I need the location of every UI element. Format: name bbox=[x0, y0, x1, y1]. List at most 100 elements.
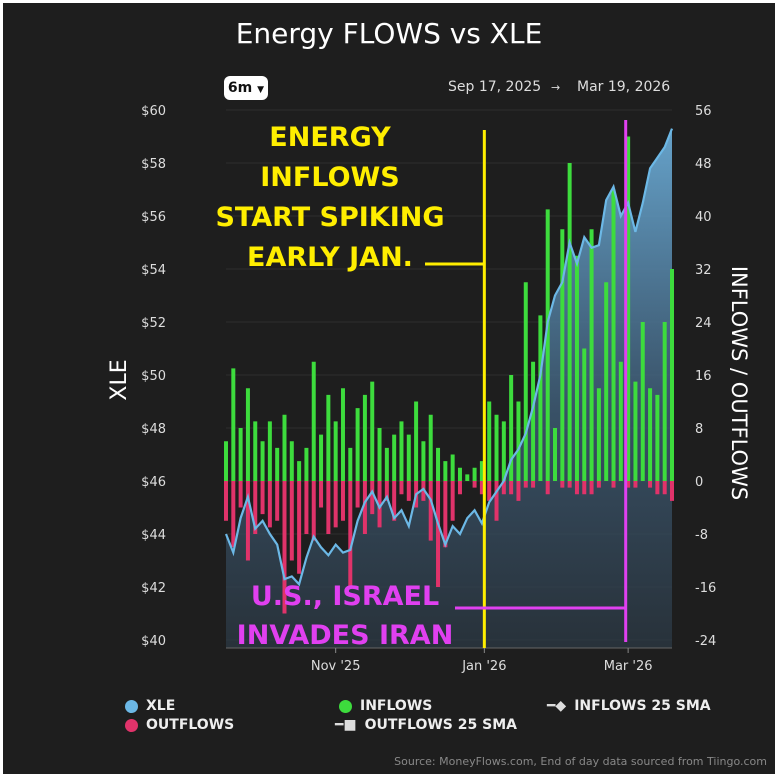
legend-inflows[interactable]: INFLOWS bbox=[339, 698, 432, 714]
right-tick-label: 56 bbox=[695, 104, 712, 119]
outflow-bar bbox=[611, 481, 616, 488]
right-tick-label: -16 bbox=[695, 581, 716, 596]
inflow-bar bbox=[428, 414, 433, 481]
outflow-bar bbox=[377, 481, 382, 528]
inflow-bar bbox=[304, 447, 309, 481]
outflow-bar bbox=[245, 481, 250, 561]
inflow-bar bbox=[362, 394, 367, 481]
inflow-bar bbox=[238, 428, 243, 481]
outflow-bar bbox=[384, 481, 389, 501]
outflow-bar bbox=[399, 481, 404, 495]
annotation-text-energy: EARLY JAN. bbox=[247, 242, 413, 273]
inflow-bar bbox=[414, 401, 419, 481]
right-tick-label: 40 bbox=[695, 210, 712, 225]
inflow-bar bbox=[670, 269, 674, 481]
square-line-icon: ━■ bbox=[335, 717, 357, 733]
left-tick-label: $46 bbox=[141, 475, 166, 490]
left-tick-label: $40 bbox=[141, 634, 166, 649]
inflow-bar bbox=[399, 421, 404, 481]
legend-label: INFLOWS bbox=[360, 698, 433, 714]
inflow-bar bbox=[604, 282, 609, 481]
inflow-bar bbox=[662, 322, 667, 481]
inflow-bar bbox=[655, 394, 660, 481]
right-tick-label: 48 bbox=[695, 157, 712, 172]
outflow-bar bbox=[626, 481, 631, 488]
inflow-bar bbox=[501, 421, 506, 481]
end-date[interactable]: Mar 19, 2026 bbox=[577, 79, 671, 95]
inflow-bar bbox=[589, 229, 594, 481]
inflow-bar bbox=[567, 163, 572, 481]
inflow-bar bbox=[348, 447, 353, 481]
outflow-bar bbox=[260, 481, 265, 515]
inflow-bar bbox=[574, 255, 579, 481]
outflow-bar bbox=[560, 481, 565, 488]
legend-label: OUTFLOWS bbox=[146, 717, 235, 733]
outflow-bar bbox=[355, 481, 360, 508]
outflow-bar bbox=[501, 481, 506, 495]
inflow-bar bbox=[377, 428, 382, 481]
inflow-bar bbox=[596, 388, 601, 481]
outflow-bar bbox=[487, 481, 492, 501]
inflow-bar bbox=[523, 282, 528, 481]
diamond-line-icon: ━◆ bbox=[547, 698, 567, 714]
inflows-dot-icon bbox=[339, 699, 352, 713]
inflow-bar bbox=[443, 461, 448, 481]
outflow-bar bbox=[392, 481, 397, 521]
annotation-text-energy: START SPIKING bbox=[215, 202, 444, 233]
inflow-bar bbox=[560, 229, 565, 481]
outflows-dot-icon bbox=[125, 718, 138, 732]
outflow-bar bbox=[436, 481, 441, 587]
left-tick-label: $56 bbox=[141, 210, 166, 225]
inflow-bar bbox=[640, 322, 645, 481]
arrow-icon: → bbox=[551, 81, 561, 94]
legend-outflows-sma[interactable]: ━■ OUTFLOWS 25 SMA bbox=[335, 717, 517, 733]
inflow-bar bbox=[297, 461, 302, 481]
inflow-bar bbox=[479, 461, 484, 481]
xle-line bbox=[224, 128, 674, 587]
inflow-bar bbox=[436, 447, 441, 481]
outflow-bar bbox=[326, 481, 331, 534]
left-tick-label: $54 bbox=[141, 263, 166, 278]
legend-xle[interactable]: XLE bbox=[125, 698, 175, 714]
left-tick-label: $52 bbox=[141, 316, 166, 331]
inflow-bar bbox=[260, 441, 265, 481]
right-tick-label: 0 bbox=[695, 475, 703, 490]
legend-outflows[interactable]: OUTFLOWS bbox=[125, 717, 234, 733]
legend-label: OUTFLOWS 25 SMA bbox=[364, 717, 517, 733]
inflow-bar bbox=[355, 408, 360, 481]
outflow-bar bbox=[494, 481, 499, 521]
start-date[interactable]: Sep 17, 2025 bbox=[448, 79, 542, 95]
outflow-bar bbox=[319, 481, 324, 508]
inflow-bar bbox=[224, 441, 228, 481]
inflow-bar bbox=[545, 209, 550, 481]
outflow-bar bbox=[589, 481, 594, 495]
outflow-bar bbox=[362, 481, 367, 534]
outflow-bar bbox=[531, 481, 536, 488]
inflow-bar bbox=[275, 447, 280, 481]
inflow-bar bbox=[319, 434, 324, 481]
inflow-bar bbox=[311, 361, 316, 481]
outflow-bar bbox=[516, 481, 521, 501]
inflow-bar bbox=[421, 441, 426, 481]
legend-inflows-sma[interactable]: ━◆ INFLOWS 25 SMA bbox=[547, 698, 711, 714]
right-tick-label: -24 bbox=[695, 634, 716, 649]
inflow-bar bbox=[450, 454, 455, 481]
inflow-bar bbox=[406, 434, 411, 481]
outflow-bar bbox=[348, 481, 353, 587]
left-axis-label: XLE bbox=[107, 359, 132, 400]
legend-label: INFLOWS 25 SMA bbox=[574, 698, 711, 714]
inflow-bar bbox=[392, 434, 397, 481]
outflow-bar bbox=[370, 481, 375, 515]
inflow-bar bbox=[582, 348, 587, 481]
range-selector-dropdown[interactable]: 6m ▼ bbox=[224, 76, 268, 100]
right-tick-label: 32 bbox=[695, 263, 712, 278]
outflow-bar bbox=[655, 481, 660, 495]
inflow-bar bbox=[553, 428, 558, 481]
annotation-text-energy: INFLOWS bbox=[260, 162, 400, 193]
inflow-bar bbox=[618, 361, 623, 481]
left-tick-label: $50 bbox=[141, 369, 166, 384]
inflow-bar bbox=[626, 136, 631, 481]
x-tick-label: Jan '26 bbox=[461, 659, 506, 674]
outflow-bar bbox=[333, 481, 338, 528]
